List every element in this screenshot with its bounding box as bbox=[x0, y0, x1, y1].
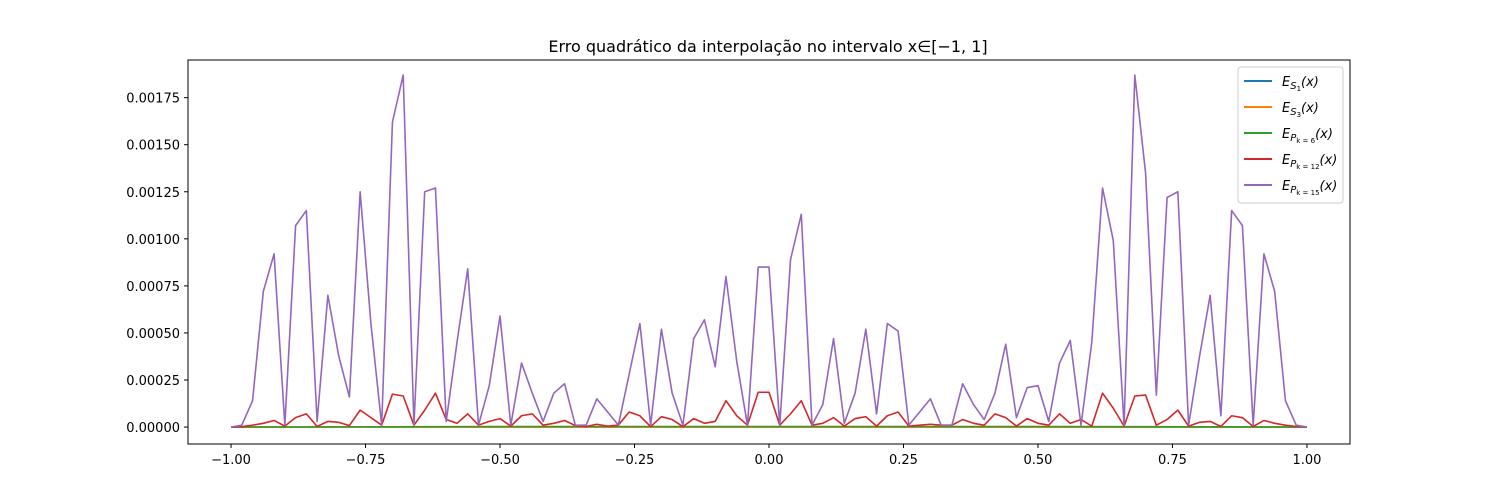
legend-entry-2: EPk = 6(x) bbox=[1282, 127, 1333, 145]
y-axis: 0.00000 0.00025 0.00050 0.00075 0.00100 0.001… bbox=[126, 92, 188, 436]
y-tick-label: 0.00125 bbox=[126, 186, 180, 201]
plot-frame bbox=[187, 59, 1351, 445]
x-tick-label: 0.00 bbox=[755, 453, 784, 468]
legend-entry-0: ES1(x) bbox=[1282, 75, 1319, 93]
y-tick-label: 0.00050 bbox=[126, 327, 180, 342]
x-axis: −1.00 −0.75 −0.50 −0.25 0.00 0.25 0.50 0.75 1.00 bbox=[211, 444, 1321, 468]
x-tick-label: 0.50 bbox=[1024, 453, 1053, 468]
x-tick-label: 0.25 bbox=[889, 453, 918, 468]
series-line-2 bbox=[231, 425, 1307, 428]
x-tick-label: 1.00 bbox=[1292, 453, 1321, 468]
series-line-3 bbox=[231, 391, 1308, 428]
y-tick-label: 0.00175 bbox=[126, 92, 180, 107]
x-tick-label: 0.75 bbox=[1158, 453, 1187, 468]
y-tick-label: 0.00000 bbox=[126, 421, 180, 436]
legend: ES1(x) ES3(x) EPk = 6(x) EPk = 12(x) EPk = 1… bbox=[1237, 66, 1344, 204]
y-tick-label: 0.00150 bbox=[126, 139, 180, 154]
x-tick-label: −1.00 bbox=[211, 453, 251, 468]
legend-entry-1: ES3(x) bbox=[1282, 101, 1319, 119]
legend-entry-3: EPk = 12(x) bbox=[1282, 153, 1337, 171]
x-tick-label: −0.75 bbox=[346, 453, 386, 468]
series-layer bbox=[230, 74, 1308, 428]
legend-box bbox=[1237, 66, 1344, 204]
y-tick-label: 0.00075 bbox=[126, 280, 180, 295]
x-tick-label: −0.50 bbox=[480, 453, 520, 468]
series-line-4 bbox=[230, 74, 1308, 428]
chart-title: Erro quadrático da interpolação no inter… bbox=[548, 37, 987, 56]
y-tick-label: 0.00025 bbox=[126, 374, 180, 389]
legend-entry-4: EPk = 15(x) bbox=[1282, 179, 1337, 197]
y-tick-label: 0.00100 bbox=[126, 233, 180, 248]
x-tick-label: −0.25 bbox=[615, 453, 655, 468]
